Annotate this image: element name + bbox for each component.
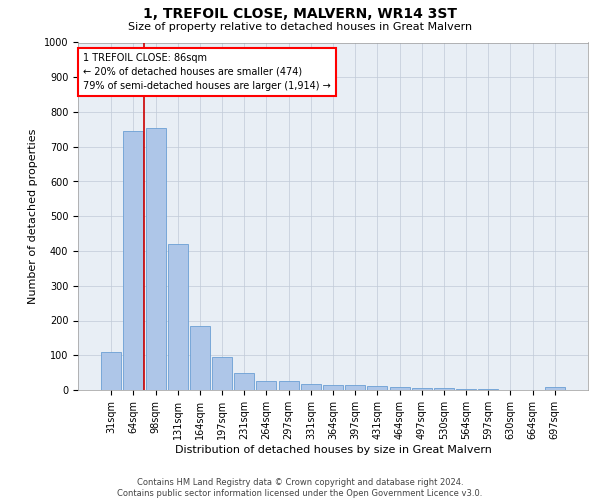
Bar xyxy=(367,386,388,390)
Bar xyxy=(124,131,143,390)
Text: Size of property relative to detached houses in Great Malvern: Size of property relative to detached ho… xyxy=(128,22,472,32)
Bar xyxy=(190,326,210,390)
Bar xyxy=(412,388,432,390)
X-axis label: Distribution of detached houses by size in Great Malvern: Distribution of detached houses by size … xyxy=(175,444,491,454)
Bar xyxy=(256,382,277,390)
Bar xyxy=(456,389,476,390)
Text: 1 TREFOIL CLOSE: 86sqm
← 20% of detached houses are smaller (474)
79% of semi-de: 1 TREFOIL CLOSE: 86sqm ← 20% of detached… xyxy=(83,53,331,91)
Bar xyxy=(323,385,343,390)
Bar xyxy=(301,384,321,390)
Bar xyxy=(212,357,232,390)
Text: 1, TREFOIL CLOSE, MALVERN, WR14 3ST: 1, TREFOIL CLOSE, MALVERN, WR14 3ST xyxy=(143,8,457,22)
Bar xyxy=(434,388,454,390)
Bar xyxy=(146,128,166,390)
Bar xyxy=(389,387,410,390)
Bar xyxy=(168,244,188,390)
Y-axis label: Number of detached properties: Number of detached properties xyxy=(28,128,38,304)
Bar xyxy=(101,352,121,390)
Bar xyxy=(545,387,565,390)
Bar xyxy=(278,382,299,390)
Bar xyxy=(234,374,254,390)
Text: Contains HM Land Registry data © Crown copyright and database right 2024.
Contai: Contains HM Land Registry data © Crown c… xyxy=(118,478,482,498)
Bar xyxy=(345,385,365,390)
